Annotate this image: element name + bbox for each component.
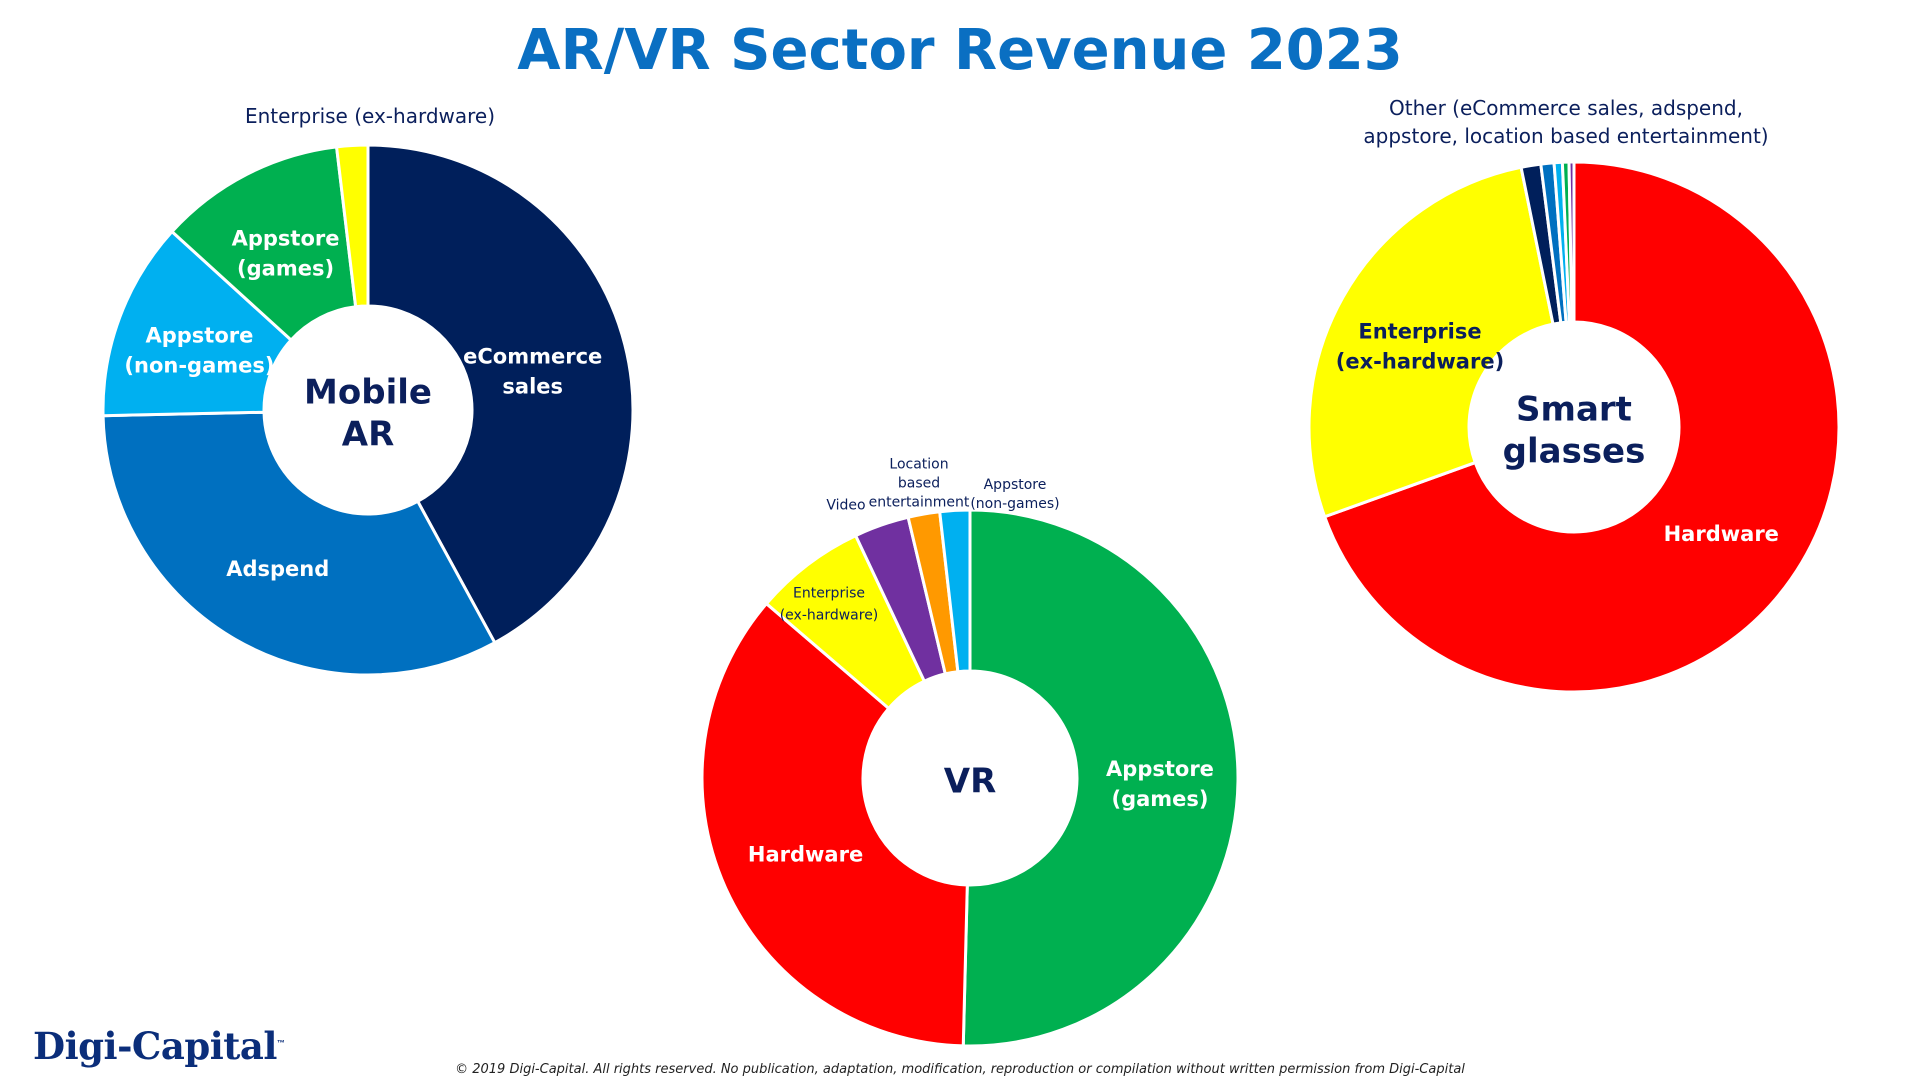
slice-label-video-line: Video [826, 498, 865, 514]
slice-label-appstore-non-games-: Appstore (non-games) [124, 323, 274, 377]
slice-label-enterprise-ex-hardware-: Enterprise (ex-hardware) [1336, 320, 1504, 374]
slice-appstore-games-[interactable] [169, 145, 358, 343]
slice-label-enterprise-ex-hardware--line: Enterprise [793, 586, 865, 602]
slice-label-appstore-non-games--line: (non-games) [124, 353, 274, 377]
logo-text: Digi-Capital [33, 1024, 277, 1068]
slice-label-appstore-non-games--line: (non-games) [970, 496, 1059, 512]
slice-label-hardware: Hardware [748, 843, 863, 867]
slice-adspend[interactable] [101, 410, 497, 677]
slice-label-location-based-entertainment: Location based entertainment [869, 457, 970, 511]
donut-chart-vr: Appstore (games) Hardware Enterprise (ex-har… [700, 457, 1240, 1048]
donut-chart-mobile-ar: eCommerce sales Adspend Appstore (non-games)… [101, 104, 635, 677]
slice-label-enterprise-ex-hardware--line: Enterprise (ex-hardware) [245, 104, 495, 128]
slice-appstore-non-games-[interactable] [938, 508, 972, 674]
slice-hardware[interactable] [700, 601, 969, 1048]
slice-label-appstore-games--line: (games) [237, 256, 334, 280]
slice-label-enterprise-ex-hardware-: Enterprise (ex-hardware) [780, 586, 879, 624]
slice-label-hardware-line: Hardware [1664, 522, 1779, 546]
donut-chart-smart-glasses: Hardware Enterprise (ex-hardware) Smart glas… [1307, 96, 1841, 694]
center-label-vr-line: VR [944, 762, 997, 802]
slice-location-based-entertainment[interactable] [1567, 160, 1576, 324]
other-group-annotation-line: Other (eCommerce sales, adspend, [1389, 96, 1743, 120]
center-label-smart-glasses: Smart glasses [1503, 390, 1646, 472]
slice-hardware[interactable] [1322, 160, 1841, 694]
center-label-vr: VR [944, 762, 997, 802]
center-label-mobile-ar-line: Mobile [304, 373, 432, 413]
slice-label-location-based-entertainment-line: based [898, 476, 940, 492]
slice-label-appstore-non-games--line: Appstore [145, 323, 253, 347]
slice-label-appstore-games--line: Appstore [232, 226, 340, 250]
slice-label-appstore-games-: Appstore (games) [1106, 757, 1214, 811]
slice-label-video: Video [826, 498, 865, 514]
slice-label-hardware: Hardware [1664, 522, 1779, 546]
slice-label-location-based-entertainment-line: Location [889, 457, 948, 473]
center-label-mobile-ar-line: AR [342, 415, 395, 455]
slice-enterprise-ex-hardware-[interactable] [334, 143, 370, 309]
page-title: AR/VR Sector Revenue 2023 [517, 18, 1403, 83]
other-group-annotation: Other (eCommerce sales, adspend, appstore… [1363, 96, 1768, 148]
slice-label-enterprise-ex-hardware--line: Enterprise [1358, 320, 1481, 344]
center-label-smart-glasses-line: glasses [1503, 432, 1646, 472]
slice-label-adspend-line: Adspend [226, 557, 329, 581]
slice-label-hardware-line: Hardware [748, 843, 863, 867]
slice-label-ecommerce-sales-line: eCommerce [463, 345, 602, 369]
slice-label-adspend: Adspend [226, 557, 329, 581]
slice-label-appstore-games--line: (games) [1111, 787, 1208, 811]
slice-label-enterprise-ex-hardware--line: (ex-hardware) [1336, 350, 1504, 374]
center-label-smart-glasses-line: Smart [1516, 390, 1632, 430]
digi-capital-logo[interactable]: Digi-Capital™ [33, 1024, 285, 1068]
slice-enterprise-ex-hardware-[interactable] [1307, 165, 1555, 519]
logo-trademark: ™ [276, 1038, 285, 1048]
slice-label-ecommerce-sales-line: sales [502, 375, 563, 399]
slice-label-appstore-games-: Appstore (games) [232, 226, 340, 280]
slice-label-ecommerce-sales: eCommerce sales [463, 345, 602, 399]
slice-label-appstore-non-games--line: Appstore [984, 477, 1047, 493]
slice-ecommerce-sales[interactable] [366, 143, 635, 645]
copyright-notice: © 2019 Digi-Capital. All rights reserved… [455, 1062, 1465, 1077]
slice-label-location-based-entertainment-line: entertainment [869, 495, 970, 511]
slice-appstore-games-[interactable] [961, 508, 1240, 1048]
center-label-mobile-ar: Mobile AR [304, 373, 432, 455]
other-group-annotation-line: appstore, location based entertainment) [1363, 124, 1768, 148]
slice-label-enterprise-ex-hardware-: Enterprise (ex-hardware) [245, 104, 495, 128]
slice-label-appstore-games--line: Appstore [1106, 757, 1214, 781]
slice-appstore-non-games-[interactable] [101, 229, 294, 418]
slice-label-enterprise-ex-hardware--line: (ex-hardware) [780, 608, 879, 624]
slice-label-appstore-non-games-: Appstore (non-games) [970, 477, 1059, 512]
